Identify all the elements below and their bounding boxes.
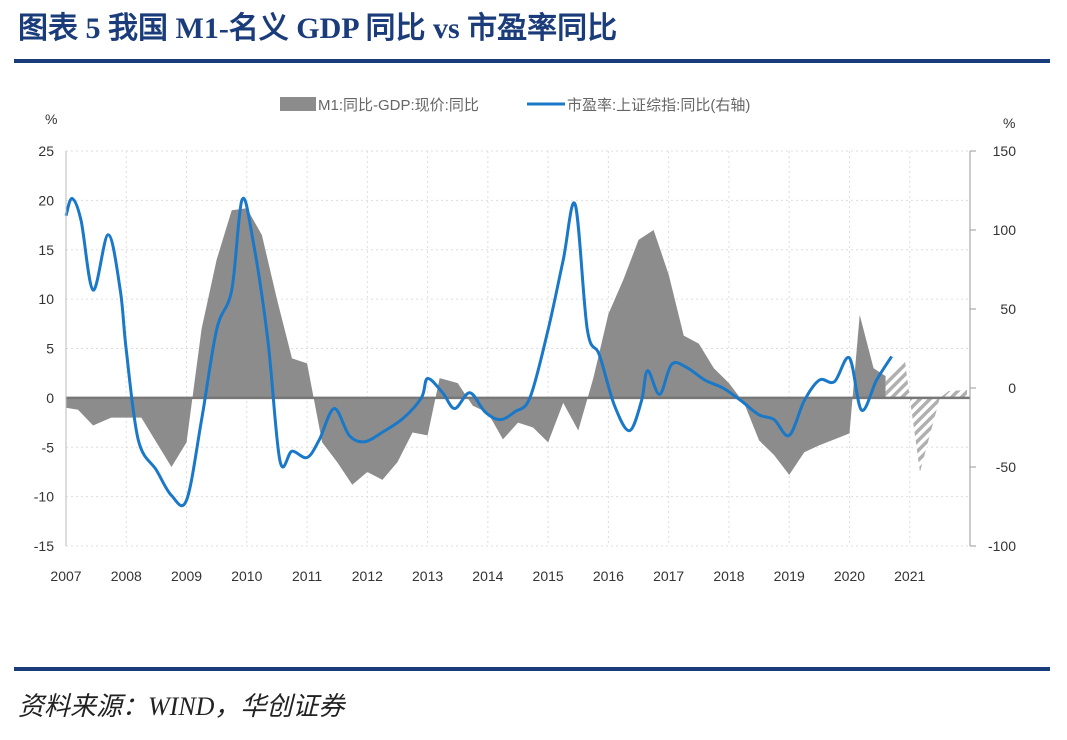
source-note: 资料来源：WIND，华创证券 (18, 692, 346, 721)
left-tick-label: 20 (38, 192, 54, 208)
x-tick-label: 2018 (713, 568, 744, 584)
left-tick-label: 5 (46, 341, 54, 357)
x-tick-label: 2017 (653, 568, 684, 584)
x-tick-label: 2015 (533, 568, 564, 584)
right-tick-label: 150 (993, 143, 1017, 159)
m1-gdp-forecast-area (885, 360, 967, 472)
x-tick-label: 2021 (894, 568, 925, 584)
x-tick-label: 2007 (50, 568, 81, 584)
bottom-rule (14, 667, 1050, 671)
left-tick-label: 15 (38, 242, 54, 258)
chart-title: 图表 5 我国 M1-名义 GDP 同比 vs 市盈率同比 (18, 11, 617, 45)
left-tick-label: -5 (42, 439, 55, 455)
left-tick-label: -15 (34, 538, 54, 554)
x-tick-label: 2014 (472, 568, 503, 584)
left-tick-label: 10 (38, 291, 54, 307)
right-tick-label: -100 (988, 538, 1016, 554)
x-tick-label: 2016 (593, 568, 624, 584)
legend-area-swatch (280, 97, 316, 111)
lines (64, 196, 893, 508)
legend: M1:同比-GDP:现价:同比 市盈率:上证综指:同比(右轴) (280, 97, 750, 114)
x-tick-label: 2008 (111, 568, 142, 584)
legend-line-label: 市盈率:上证综指:同比(右轴) (567, 97, 750, 114)
left-tick-label: -10 (34, 489, 54, 505)
top-rule (14, 59, 1050, 63)
legend-area-label: M1:同比-GDP:现价:同比 (318, 97, 479, 114)
right-tick-label: -50 (996, 459, 1016, 475)
right-tick-label: 100 (993, 222, 1017, 238)
right-unit: % (1003, 115, 1015, 131)
left-tick-label: 0 (46, 390, 54, 406)
x-tick-label: 2019 (774, 568, 805, 584)
pe-ratio-line (64, 196, 893, 508)
x-tick-label: 2010 (231, 568, 262, 584)
x-tick-label: 2013 (412, 568, 443, 584)
x-tick-label: 2011 (292, 568, 322, 584)
x-tick-label: 2012 (352, 568, 383, 584)
left-tick-label: 25 (38, 143, 54, 159)
x-tick-label: 2009 (171, 568, 202, 584)
right-tick-label: 50 (1000, 301, 1016, 317)
areas (66, 208, 967, 485)
m1-gdp-area (66, 208, 886, 485)
right-tick-label: 0 (1008, 380, 1016, 396)
left-unit: % (45, 111, 57, 127)
x-tick-label: 2020 (834, 568, 865, 584)
